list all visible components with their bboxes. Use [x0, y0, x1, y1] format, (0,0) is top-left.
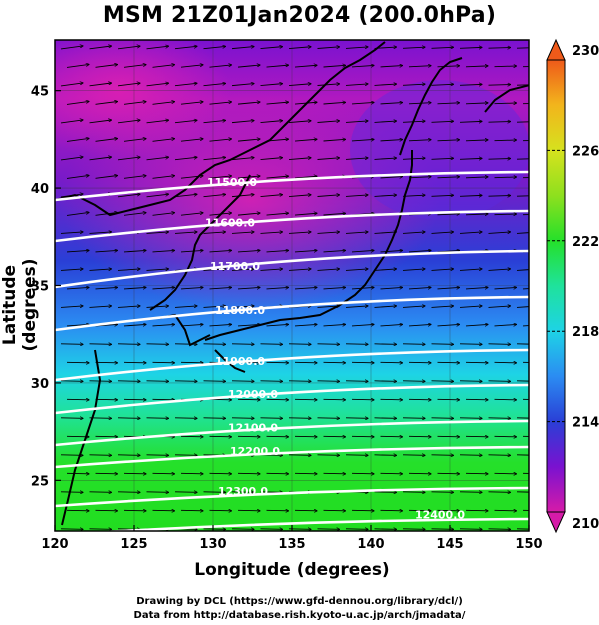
x-tick-label: 145: [436, 537, 463, 552]
y-tick-label: 45: [31, 85, 49, 100]
x-tick-label: 150: [515, 537, 542, 552]
x-tick-label: 135: [278, 537, 305, 552]
height-contours: 11500.0 11600.0 11700.0 11800.0 11900.0 12000…: [55, 170, 529, 531]
contour-line: [55, 249, 529, 289]
contour-label: 11800.0: [215, 304, 265, 317]
contour-label: 11500.0: [207, 176, 257, 189]
contour-label: 12400.0: [415, 509, 465, 522]
contour-label: 12000.0: [228, 388, 278, 401]
y-tick-label: 30: [31, 377, 49, 392]
wind-vector-field: [60, 46, 529, 529]
footer-credit-drawing: Drawing by DCL (https://www.gfd-dennou.o…: [136, 596, 463, 607]
contour-line: [55, 209, 529, 243]
contour-label: 12200.0: [230, 445, 280, 458]
colorbar-label: 210: [572, 517, 599, 532]
x-axis-ticks: 120 125 130 135 140 145 150: [41, 525, 543, 552]
contour-line: [55, 348, 529, 382]
y-tick-label: 40: [31, 182, 49, 197]
temperature-field: 11500.0 11600.0 11700.0 11800.0 11900.0 12000…: [55, 40, 529, 531]
contour-line: [99, 517, 529, 531]
y-axis-label: Latitude (degrees): [0, 258, 40, 352]
colorbar-label: 226: [572, 144, 599, 159]
contour-label: 11700.0: [210, 260, 260, 273]
y-tick-label: 35: [31, 280, 49, 295]
contour-line: [55, 170, 529, 202]
x-tick-label: 125: [120, 537, 147, 552]
contour-line: [55, 383, 529, 415]
contour-label: 12300.0: [218, 485, 268, 498]
contour-line: [55, 419, 529, 447]
contour-label: 11600.0: [205, 216, 255, 229]
contour-line: [55, 295, 529, 332]
x-tick-label: 120: [41, 537, 68, 552]
contour-line: [55, 445, 529, 469]
y-axis-ticks: 25 30 35 40 45: [31, 85, 61, 489]
colorbar: 210 214 218 222 226 230: [546, 38, 599, 534]
map-title: MSM 21Z01Jan2024 (200.0hPa): [102, 3, 497, 28]
x-axis-label: Longitude (degrees): [194, 560, 390, 580]
y-tick-label: 25: [31, 474, 49, 489]
x-tick-label: 130: [199, 537, 226, 552]
footer-credit-data: Data from http://database.rish.kyoto-u.a…: [133, 610, 466, 621]
colorbar-label: 230: [572, 44, 599, 59]
x-tick-label: 140: [357, 537, 384, 552]
colorbar-label: 218: [572, 325, 599, 340]
contour-label: 11900.0: [215, 355, 265, 368]
contour-label: 12100.0: [228, 421, 278, 434]
colorbar-label: 214: [572, 416, 599, 431]
contour-line: [55, 486, 529, 508]
colorbar-label: 222: [572, 235, 599, 250]
